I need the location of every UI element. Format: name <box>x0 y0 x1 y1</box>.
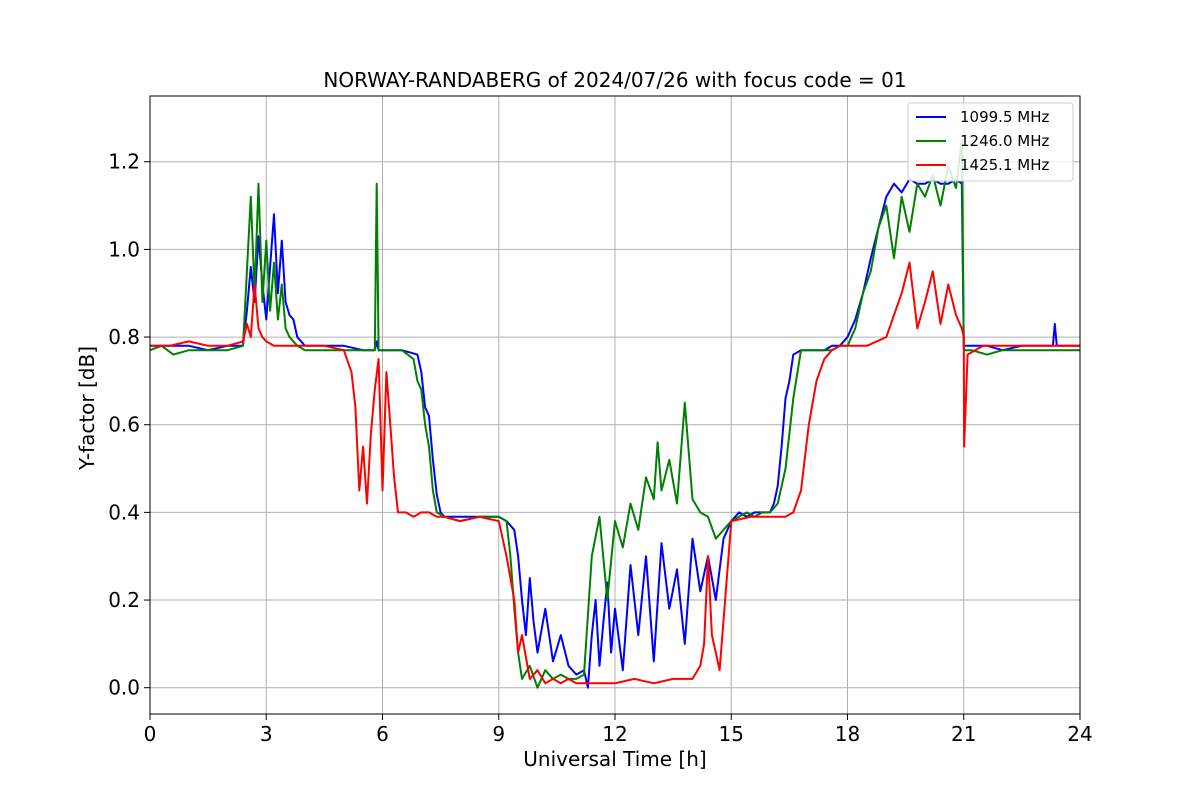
y-tick-label: 1.0 <box>108 237 140 261</box>
series-layer <box>149 138 1080 689</box>
legend-label: 1099.5 MHz <box>960 108 1049 126</box>
y-tick-label: 0.2 <box>108 588 140 612</box>
legend-label: 1425.1 MHz <box>960 156 1049 174</box>
series-line-1246-0-mhz <box>149 138 1080 689</box>
ticks: 0 3 6 9 12 15 18 21 24 0.0 0.2 0.4 0.6 0.8 1.0 1.2 <box>108 150 1093 746</box>
legend-box <box>907 102 1074 182</box>
x-tick-label: 12 <box>602 722 627 746</box>
x-tick-label: 21 <box>951 722 976 746</box>
x-tick-label: 3 <box>260 722 273 746</box>
series-line-1425-1-mhz <box>150 261 1080 685</box>
y-tick-label: 0.0 <box>108 676 140 700</box>
chart-title: NORWAY-RANDABERG of 2024/07/26 with focu… <box>323 68 906 92</box>
x-tick-label: 0 <box>144 722 157 746</box>
y-axis-title: Y-factor [dB] <box>75 346 99 471</box>
y-tick-label: 0.4 <box>108 500 140 524</box>
legend: 1099.5 MHz 1246.0 MHz 1425.1 MHz <box>907 102 1074 182</box>
x-axis-title: Universal Time [h] <box>523 747 706 771</box>
x-tick-label: 6 <box>376 722 389 746</box>
y-tick-label: 1.2 <box>108 150 140 174</box>
y-tick-label: 0.8 <box>108 325 140 349</box>
legend-label: 1246.0 MHz <box>960 132 1049 150</box>
y-tick-label: 0.6 <box>108 413 140 437</box>
x-tick-label: 18 <box>835 722 860 746</box>
x-tick-label: 9 <box>492 722 505 746</box>
x-tick-label: 24 <box>1067 722 1092 746</box>
x-tick-label: 15 <box>719 722 744 746</box>
grid <box>149 96 1081 714</box>
